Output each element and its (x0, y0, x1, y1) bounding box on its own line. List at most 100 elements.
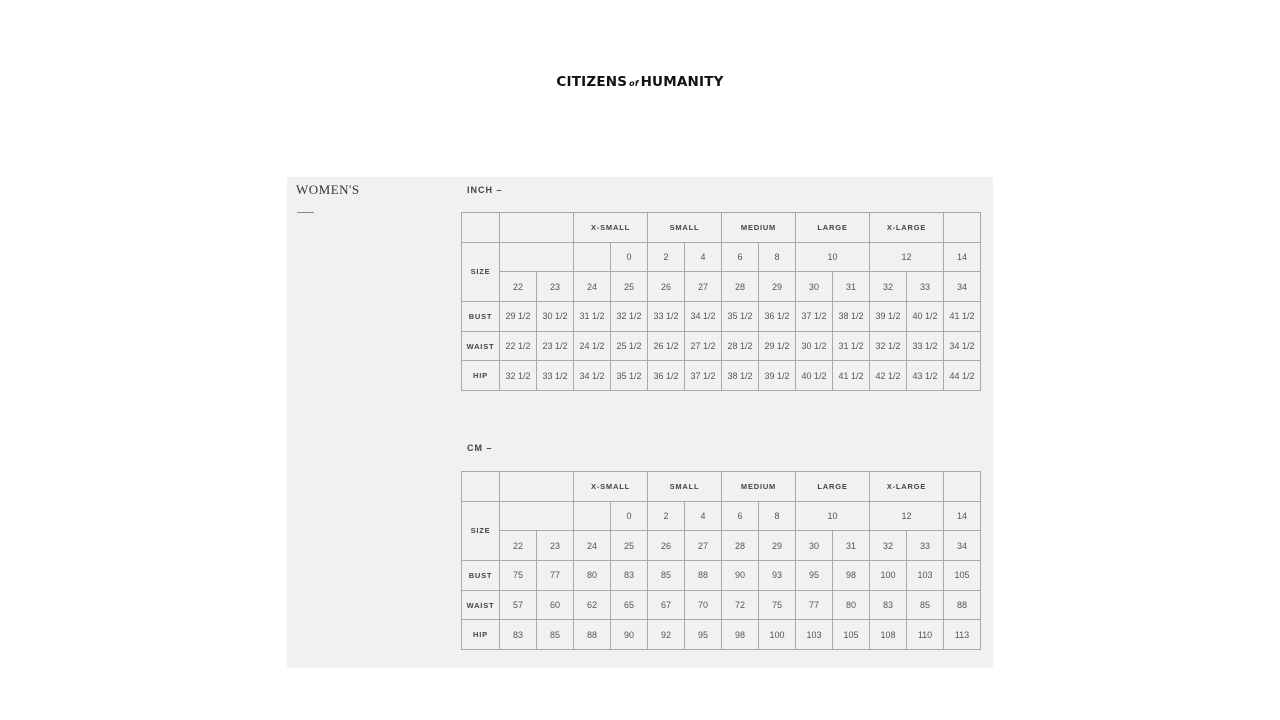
numeric-size-cell: 6 (721, 500, 759, 532)
numeric-size-cell: 12 (868, 241, 945, 273)
size-group-header (943, 212, 982, 243)
measurement-label: WAIST (461, 589, 500, 621)
measurement-value: 80 (573, 560, 611, 591)
measurement-value: 40 1/2 (905, 301, 945, 332)
denim-size-cell: 28 (721, 530, 759, 562)
measurement-value: 34 1/2 (684, 301, 722, 332)
denim-size-cell: 31 (832, 530, 870, 562)
denim-size-cell: 27 (684, 271, 722, 303)
denim-size-cell: 23 (536, 530, 574, 562)
measurement-value: 35 1/2 (610, 360, 648, 392)
measurement-value: 77 (536, 560, 574, 591)
size-group-header: X-LARGE (868, 212, 945, 243)
denim-size-cell: 22 (499, 530, 537, 562)
measurement-value: 44 1/2 (943, 360, 982, 392)
measurement-value: 88 (573, 619, 611, 651)
measurement-value: 83 (869, 589, 907, 621)
denim-size-cell: 22 (499, 271, 537, 303)
denim-size-cell: 24 (573, 271, 611, 303)
measurement-value: 30 1/2 (795, 330, 833, 362)
size-group-header: LARGE (795, 471, 870, 502)
size-label: SIZE (461, 500, 500, 562)
denim-size-cell: 27 (684, 530, 722, 562)
measurement-value: 23 1/2 (536, 330, 574, 362)
numeric-size-row: SIZE 0 2 4 6 8 10 12 14 (461, 241, 982, 303)
measurement-value: 25 1/2 (610, 330, 648, 362)
measurement-label: WAIST (461, 330, 500, 362)
measurement-value: 113 (943, 619, 982, 651)
measurement-value: 32 1/2 (869, 330, 907, 362)
measurement-value: 31 1/2 (832, 330, 870, 362)
denim-size-row: 22 23 24 25 26 27 28 29 30 31 32 33 34 (462, 530, 982, 562)
section-title: WOMEN'S (296, 182, 360, 197)
measurement-value: 80 (832, 589, 870, 621)
measurement-value: 33 1/2 (647, 301, 685, 332)
numeric-size-cell (573, 500, 611, 532)
numeric-size-cell: 12 (868, 500, 945, 532)
numeric-size-cell: 6 (721, 241, 759, 273)
measurement-value: 27 1/2 (684, 330, 722, 362)
measurement-value: 83 (499, 619, 537, 651)
measurement-label: BUST (461, 301, 500, 332)
measurement-value: 98 (832, 560, 870, 591)
denim-size-cell: 29 (758, 530, 796, 562)
measurement-value: 35 1/2 (721, 301, 759, 332)
measurement-value: 29 1/2 (758, 330, 796, 362)
measurement-value: 33 1/2 (536, 360, 574, 392)
measurement-value: 103 (905, 560, 945, 591)
measurement-value: 42 1/2 (869, 360, 907, 392)
size-chart-panel: WOMEN'S INCH – X-SMALL SMALL MEDIUM LARGE X-… (287, 177, 993, 668)
numeric-size-cell: 0 (610, 500, 648, 532)
numeric-size-cell: 14 (943, 500, 982, 532)
denim-size-cell: 25 (610, 271, 648, 303)
measurement-value: 34 1/2 (573, 360, 611, 392)
measurement-value: 41 1/2 (943, 301, 982, 332)
measurement-value: 103 (795, 619, 833, 651)
measurement-value: 31 1/2 (573, 301, 611, 332)
group-header-row: X-SMALL SMALL MEDIUM LARGE X-LARGE (461, 471, 982, 502)
measurement-value: 85 (905, 589, 945, 621)
denim-size-cell: 34 (943, 530, 982, 562)
denim-size-cell: 34 (943, 271, 982, 303)
measurement-value: 65 (610, 589, 648, 621)
measurement-value: 32 1/2 (499, 360, 537, 392)
numeric-size-cell: 8 (758, 241, 796, 273)
numeric-size-cell: 14 (943, 241, 982, 273)
measurement-value: 83 (610, 560, 648, 591)
measurement-value: 36 1/2 (758, 301, 796, 332)
measurement-value: 39 1/2 (869, 301, 907, 332)
size-group-header: MEDIUM (721, 212, 796, 243)
brand-logo-right: HUMANITY (640, 74, 724, 90)
denim-size-cell: 26 (647, 271, 685, 303)
measurement-value: 92 (647, 619, 685, 651)
measurement-row-hip: HIP 83 85 88 90 92 95 98 100 103 105 108 110 113 (461, 619, 982, 651)
measurement-value: 88 (684, 560, 722, 591)
measurement-value: 24 1/2 (573, 330, 611, 362)
measurement-row-waist: WAIST 57 60 62 65 67 70 72 75 77 80 83 85 88 (461, 589, 982, 621)
brand-logo-left: CITIZENS (556, 74, 628, 90)
denim-size-row: 22 23 24 25 26 27 28 29 30 31 32 33 34 (462, 271, 982, 303)
measurement-value: 105 (943, 560, 982, 591)
measurement-value: 67 (647, 589, 685, 621)
measurement-value: 75 (499, 560, 537, 591)
measurement-value: 39 1/2 (758, 360, 796, 392)
denim-size-cell: 33 (905, 530, 945, 562)
measurement-row-bust: BUST 29 1/2 30 1/2 31 1/2 32 1/2 33 1/2 34 1/2… (461, 301, 982, 332)
measurement-value: 93 (758, 560, 796, 591)
measurement-value: 37 1/2 (795, 301, 833, 332)
measurement-value: 95 (684, 619, 722, 651)
numeric-size-cell: 8 (758, 500, 796, 532)
measurement-value: 85 (647, 560, 685, 591)
denim-size-cell: 24 (573, 530, 611, 562)
title-divider (297, 212, 314, 213)
measurement-value: 60 (536, 589, 574, 621)
size-group-header: X-SMALL (573, 212, 648, 243)
numeric-size-cell: 0 (610, 241, 648, 273)
numeric-size-cell: 2 (647, 500, 685, 532)
corner-cell (461, 212, 500, 243)
measurement-value: 90 (721, 560, 759, 591)
group-header-row: X-SMALL SMALL MEDIUM LARGE X-LARGE (461, 212, 982, 243)
measurement-row-hip: HIP 32 1/2 33 1/2 34 1/2 35 1/2 36 1/2 37 1/2 3… (461, 360, 982, 392)
brand-logo[interactable]: CITIZENS of HUMANITY (0, 74, 1280, 90)
measurement-value: 38 1/2 (721, 360, 759, 392)
